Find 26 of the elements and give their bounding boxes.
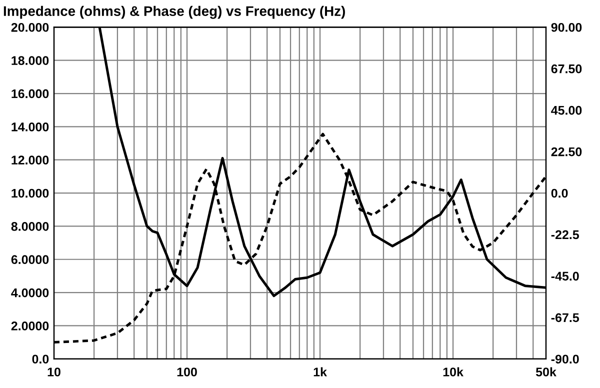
y2-tick-label: 0.0 <box>551 188 568 198</box>
y2-tick-label: 22.50 <box>551 147 582 156</box>
y2-tick-label: -90.0 <box>551 354 579 364</box>
y-tick-label: 18.000 <box>12 56 49 65</box>
y2-tick-label: -22.5 <box>551 230 580 240</box>
y-tick-label: 8.0000 <box>11 222 49 231</box>
y2-tick-label: -67.5 <box>551 313 580 322</box>
y-tick-label: 14.000 <box>12 122 49 132</box>
chart-title: Impedance (ohms) & Phase (deg) vs Frequency (Hz) <box>4 6 345 19</box>
y-tick-label: 20.000 <box>11 22 49 32</box>
y2-tick-label: 67.50 <box>551 64 582 74</box>
y-tick-label: 0.0 <box>32 354 49 364</box>
x-tick-label: 50k <box>536 367 556 376</box>
y-tick-label: 6.0000 <box>11 255 49 264</box>
y2-tick-label: -45.0 <box>551 272 579 281</box>
y-tick-label: 12.000 <box>12 156 49 165</box>
x-tick-label: 10k <box>443 367 464 376</box>
x-tick-label: 10 <box>48 368 60 376</box>
x-tick-label: 1k <box>314 367 327 376</box>
y-tick-label: 10.000 <box>12 188 49 198</box>
x-tick-label: 100 <box>177 368 197 376</box>
y-tick-label: 4.0000 <box>11 288 49 298</box>
y-tick-label: 16.000 <box>12 89 49 98</box>
y2-tick-label: 90.00 <box>551 22 582 32</box>
y2-tick-label: 45.00 <box>551 106 582 115</box>
y-tick-label: 2.0000 <box>11 322 49 330</box>
